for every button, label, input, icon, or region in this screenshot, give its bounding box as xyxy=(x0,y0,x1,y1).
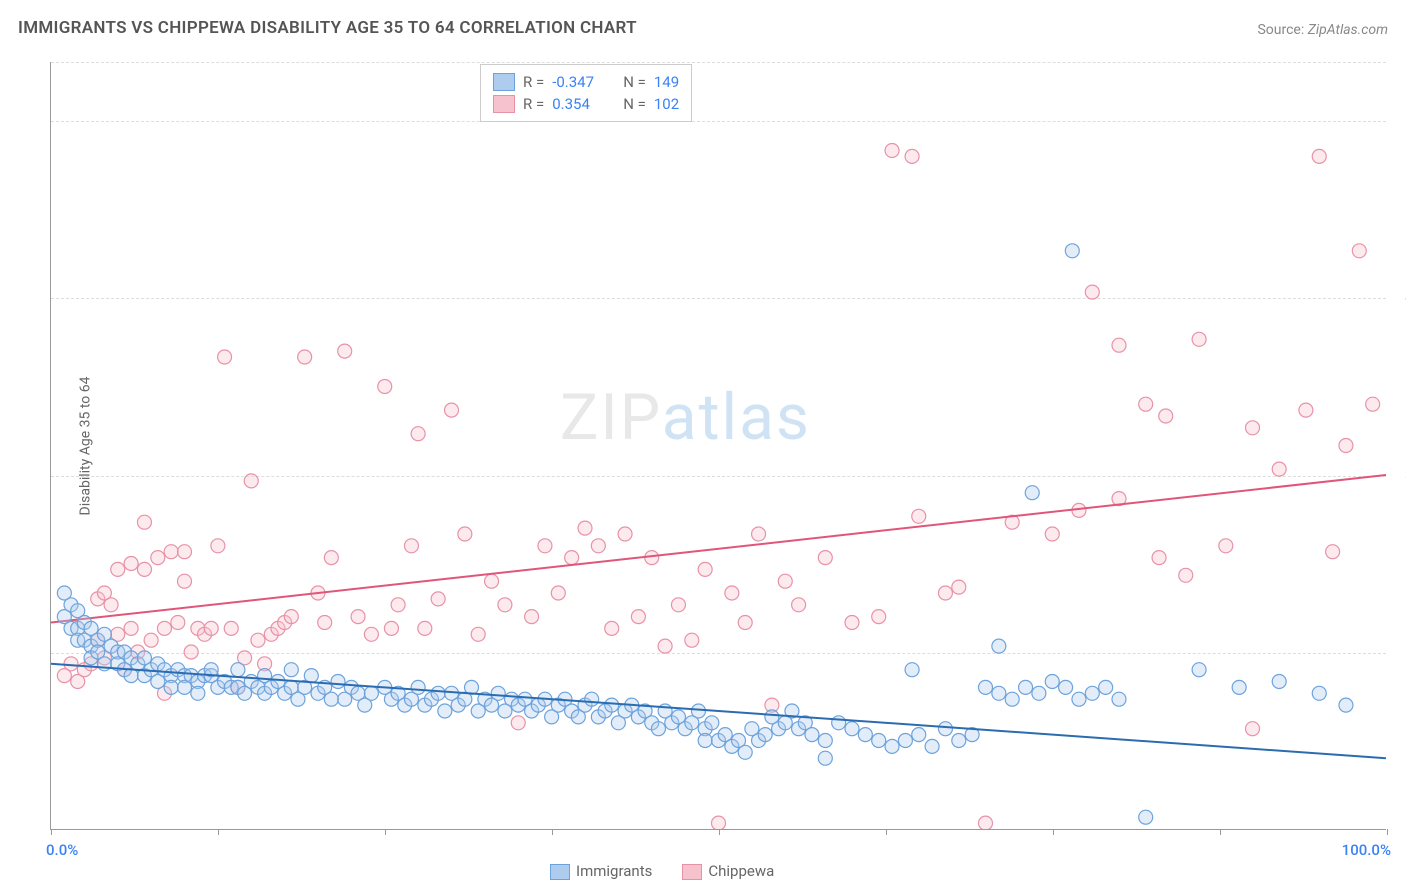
swatch-immigrants-bottom xyxy=(550,864,570,880)
swatch-chippewa xyxy=(493,95,515,113)
x-tick-mark xyxy=(1053,829,1054,835)
legend-row-chippewa: R = 0.354 N = 102 xyxy=(493,93,679,115)
n-label: N = xyxy=(623,95,646,113)
x-tick-mark xyxy=(385,829,386,835)
legend-item-chippewa: Chippewa xyxy=(682,862,774,880)
source-attribution: Source: ZipAtlas.com xyxy=(1257,22,1388,38)
x-tick-label-end: 100.0% xyxy=(1342,841,1391,859)
chart-plot-area: Disability Age 35 to 64 15.0%30.0%45.0%6… xyxy=(50,62,1386,830)
legend-label-immigrants: Immigrants xyxy=(576,862,652,880)
x-tick-mark xyxy=(1387,829,1388,835)
x-tick-mark xyxy=(719,829,720,835)
r-value-chippewa: 0.354 xyxy=(552,95,607,113)
r-label: R = xyxy=(523,73,544,91)
swatch-chippewa-bottom xyxy=(682,864,702,880)
source-name: ZipAtlas.com xyxy=(1308,22,1388,38)
x-tick-label-start: 0.0% xyxy=(46,841,78,859)
x-tick-mark xyxy=(886,829,887,835)
correlation-legend: R = -0.347 N = 149 R = 0.354 N = 102 xyxy=(480,64,692,122)
legend-item-immigrants: Immigrants xyxy=(550,862,652,880)
chart-title: IMMIGRANTS VS CHIPPEWA DISABILITY AGE 35… xyxy=(18,18,637,38)
scatter-svg xyxy=(51,62,1386,829)
r-label: R = xyxy=(523,95,544,113)
n-value-chippewa: 102 xyxy=(654,95,679,113)
source-label: Source: xyxy=(1257,22,1304,38)
n-label: N = xyxy=(623,73,646,91)
x-tick-mark xyxy=(51,829,52,835)
swatch-immigrants xyxy=(493,73,515,91)
legend-label-chippewa: Chippewa xyxy=(708,862,774,880)
r-value-immigrants: -0.347 xyxy=(552,73,607,91)
legend-row-immigrants: R = -0.347 N = 149 xyxy=(493,71,679,93)
series-legend: Immigrants Chippewa xyxy=(550,862,774,880)
x-tick-mark xyxy=(1220,829,1221,835)
x-tick-mark xyxy=(552,829,553,835)
x-tick-mark xyxy=(218,829,219,835)
n-value-immigrants: 149 xyxy=(654,73,679,91)
